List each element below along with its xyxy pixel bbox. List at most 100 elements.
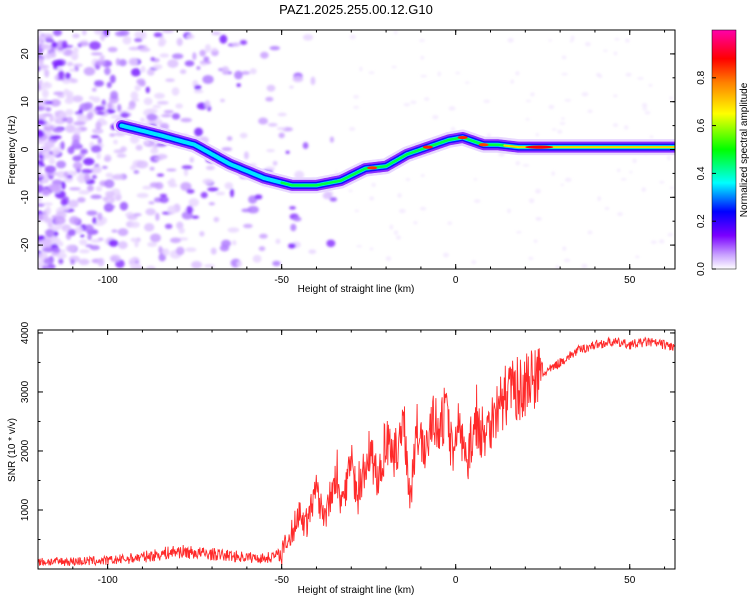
noise-blob <box>419 206 427 211</box>
noise-blob <box>133 170 140 174</box>
noise-blob <box>51 41 58 49</box>
noise-blob <box>649 135 654 139</box>
noise-blob <box>229 188 235 198</box>
noise-blob <box>90 135 100 139</box>
noise-blob <box>188 198 199 207</box>
noise-blob <box>142 185 153 190</box>
noise-blob <box>38 252 46 261</box>
noise-blob <box>614 38 620 41</box>
noise-blob <box>92 87 97 92</box>
noise-blob <box>569 40 574 43</box>
noise-blob <box>144 223 155 232</box>
noise-blob <box>186 189 195 194</box>
noise-blob <box>86 210 98 216</box>
noise-blob <box>65 124 76 133</box>
noise-blob <box>155 212 160 221</box>
noise-blob <box>38 193 43 203</box>
noise-blob <box>48 157 56 165</box>
noise-blob <box>561 117 565 120</box>
noise-blob <box>157 41 165 47</box>
noise-blob <box>241 208 252 213</box>
noise-blob <box>57 49 66 54</box>
noise-blob <box>104 179 115 189</box>
noise-blob <box>38 213 44 221</box>
x-tick-label: 50 <box>624 575 636 586</box>
noise-blob <box>260 51 269 59</box>
noise-blob <box>293 216 302 222</box>
noise-blob <box>254 194 263 200</box>
noise-blob <box>369 196 375 201</box>
colorbar-tick-label: 0.0 <box>696 262 707 276</box>
noise-blob <box>147 241 158 247</box>
y-tick-label: 2000 <box>20 439 31 462</box>
noise-blob <box>53 247 61 254</box>
noise-blob <box>625 72 632 77</box>
noise-blob <box>294 170 305 180</box>
noise-blob <box>322 192 333 200</box>
noise-blob <box>179 69 187 75</box>
noise-blob <box>224 182 234 190</box>
noise-blob <box>83 66 96 76</box>
x-tick-label: -100 <box>98 275 118 286</box>
noise-blob <box>158 246 163 254</box>
noise-blob <box>548 39 553 42</box>
noise-blob <box>139 47 151 52</box>
noise-blob <box>290 223 297 232</box>
noise-blob <box>150 147 159 155</box>
noise-blob <box>587 109 593 113</box>
noise-blob <box>288 243 296 249</box>
noise-blob <box>43 124 55 132</box>
noise-blob <box>221 66 230 75</box>
noise-blob <box>277 112 287 117</box>
noise-blob <box>143 97 153 106</box>
noise-blob <box>193 89 204 94</box>
noise-blob <box>101 165 108 169</box>
noise-blob <box>267 122 278 127</box>
noise-blob <box>231 42 241 47</box>
noise-blob <box>359 66 363 72</box>
spectrogram-x-ticks: -100 -50 0 50 <box>37 30 666 286</box>
noise-blob <box>194 127 203 137</box>
noise-blob <box>308 249 317 254</box>
noise-blob <box>104 67 111 76</box>
noise-blob <box>236 83 241 88</box>
noise-blob <box>130 262 142 269</box>
noise-blob <box>329 136 334 143</box>
noise-blob <box>243 151 249 160</box>
noise-blob <box>616 168 621 172</box>
noise-blob <box>310 76 316 86</box>
noise-blob <box>68 199 79 208</box>
y-tick-label: -10 <box>20 190 31 205</box>
noise-blob <box>581 92 589 97</box>
noise-blob <box>66 116 74 125</box>
noise-blob <box>443 252 449 258</box>
noise-blob <box>145 208 156 216</box>
noise-blob <box>613 94 618 98</box>
noise-blob <box>241 71 251 75</box>
noise-blob <box>104 204 116 209</box>
noise-blob <box>78 41 90 47</box>
noise-blob <box>42 264 49 269</box>
noise-blob <box>275 238 281 244</box>
noise-blob <box>632 158 637 163</box>
noise-blob <box>258 117 269 125</box>
noise-blob <box>60 249 66 253</box>
noise-blob <box>38 203 45 207</box>
noise-blob <box>129 165 136 171</box>
snr-panel: -100 -50 0 50 1000 2000 3000 4000 Height of st… <box>7 321 676 596</box>
noise-blob <box>420 55 424 60</box>
noise-blob <box>109 133 116 137</box>
noise-blob <box>43 217 56 224</box>
noise-blob <box>396 235 401 240</box>
spectrogram-ridge <box>113 117 675 194</box>
noise-blob <box>79 249 90 254</box>
noise-blob <box>99 54 105 62</box>
noise-blob <box>221 147 233 152</box>
noise-blob <box>162 248 170 256</box>
noise-blob <box>161 30 174 34</box>
ridge-hotspot <box>525 145 554 149</box>
noise-blob <box>515 161 521 166</box>
figure-title: PAZ1.2025.255.00.12.G10 <box>279 2 433 17</box>
noise-blob <box>159 53 170 58</box>
noise-blob <box>134 84 141 92</box>
